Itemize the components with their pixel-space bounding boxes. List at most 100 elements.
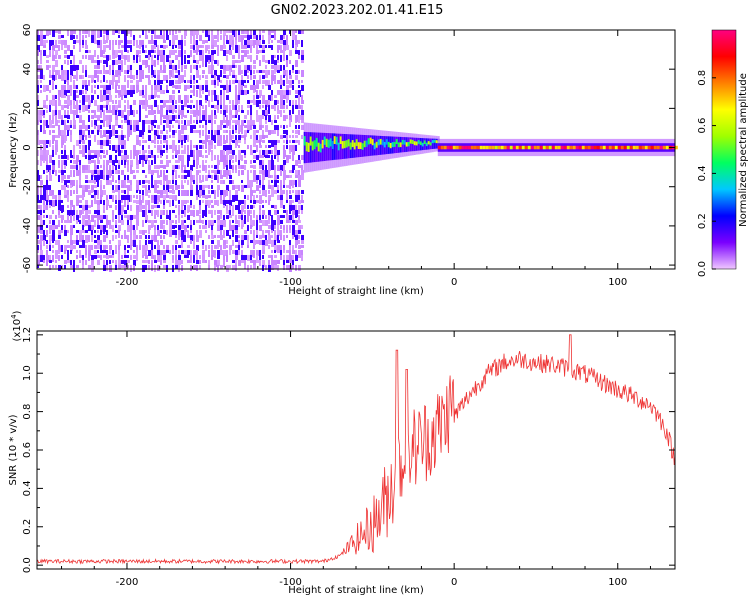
spectrogram-cell	[136, 210, 139, 217]
spectrogram-cell	[52, 135, 55, 141]
spectrogram-cell	[217, 60, 219, 66]
spectrogram-cell	[223, 125, 226, 128]
spectrogram-cell	[148, 165, 151, 172]
spectrogram-cell	[271, 175, 273, 178]
spectrogram-cell	[127, 80, 129, 87]
spectrogram-cell	[277, 45, 280, 50]
spectrogram-cell	[377, 135, 380, 155]
spectrogram-cell	[154, 195, 157, 201]
spectrogram-cell	[145, 155, 148, 161]
spectrogram-cell	[88, 140, 91, 146]
spectrogram-cell	[298, 90, 301, 97]
spectrogram-cell	[151, 265, 153, 271]
spectrogram-cell	[58, 245, 61, 252]
spectrogram-cell	[247, 245, 249, 248]
spectrogram-cell	[37, 120, 39, 125]
spectrogram-cell	[329, 138, 332, 147]
spectrogram-cell	[97, 235, 100, 240]
spectrogram-cell	[142, 70, 144, 77]
spectrogram-cell	[37, 185, 39, 190]
spectrogram-cell	[289, 240, 291, 246]
spectrogram-cell	[103, 155, 106, 158]
spectrogram-cell	[193, 50, 196, 53]
spectrogram-cell	[250, 55, 252, 62]
spectrogram-cell	[292, 70, 294, 73]
spectrogram-cell	[88, 245, 91, 252]
spectrogram-cell	[124, 150, 127, 157]
spectrogram-cell	[292, 225, 295, 230]
spectrogram-cell	[67, 155, 69, 160]
spectrogram-cell	[292, 105, 294, 111]
spectrogram-cell	[650, 145, 654, 150]
spectrogram-cell	[70, 220, 72, 223]
spectrogram-cell	[85, 155, 87, 159]
spectrogram-cell	[145, 255, 148, 259]
spectrogram-cell	[82, 35, 84, 41]
spectrogram-cell	[220, 100, 222, 105]
spectrogram-cell	[244, 50, 247, 57]
spectrogram-cell	[238, 100, 240, 104]
spectrogram-cell	[286, 190, 288, 195]
spectrogram-cell	[199, 265, 201, 269]
spectrogram-cell	[265, 45, 267, 48]
spectrogram-cell	[49, 240, 51, 246]
spectrogram-cell	[172, 30, 174, 37]
spectrogram-cell	[121, 120, 123, 123]
spectrogram-cell	[280, 255, 282, 260]
spectrogram-cell	[277, 110, 280, 114]
spectrogram-cell	[417, 137, 420, 151]
spectrogram-cell	[100, 40, 102, 47]
spectrogram-cell	[169, 230, 172, 237]
spectrogram-cell	[238, 170, 240, 176]
spectrogram-cell	[70, 120, 72, 126]
spectrogram-cell	[124, 95, 127, 98]
spectrogram-cell	[85, 245, 87, 251]
spectrogram-cell	[127, 255, 129, 258]
spectrogram-cell	[163, 115, 166, 119]
spectrogram-cell	[46, 245, 48, 249]
spectrogram-cell	[226, 105, 228, 112]
spectrogram-cell	[115, 200, 117, 204]
spectrogram-y-tick-label: 40	[22, 63, 33, 76]
spectrogram-cell	[97, 215, 100, 220]
spectrogram-cell	[106, 120, 109, 127]
spectrogram-cell	[232, 115, 235, 118]
spectrogram-cell	[205, 200, 208, 206]
spectrogram-cell	[64, 160, 67, 166]
spectrogram-cell	[226, 130, 228, 133]
spectrogram-cell	[593, 145, 597, 150]
spectrogram-cell	[133, 235, 136, 242]
spectrogram-cell	[184, 175, 187, 179]
spectrogram-cell	[130, 185, 132, 191]
spectrogram-cell	[37, 210, 40, 214]
spectrogram-cell	[121, 45, 124, 48]
spectrogram-cell	[232, 120, 235, 123]
spectrogram-cell	[175, 160, 178, 163]
spectrogram-cell	[139, 190, 141, 194]
spectrogram-cell	[283, 165, 285, 172]
spectrogram-cell	[214, 220, 216, 223]
spectrogram-cell	[238, 210, 241, 214]
spectrogram-cell	[70, 215, 72, 220]
spectrogram-cell	[211, 125, 213, 132]
spectrogram-cell	[52, 235, 55, 241]
spectrogram-cell	[205, 30, 208, 37]
spectrogram-cell	[202, 210, 205, 216]
spectrogram-cell	[109, 170, 112, 176]
spectrogram-cell	[199, 225, 201, 229]
spectrogram-cell	[232, 60, 235, 66]
spectrogram-cell	[82, 255, 84, 260]
spectrogram-cell	[157, 180, 160, 184]
spectrogram-cell	[214, 140, 216, 143]
spectrogram-cell	[58, 110, 61, 115]
spectrogram-cell	[52, 150, 54, 157]
spectrogram-cell	[151, 200, 154, 203]
spectrogram-cell	[238, 155, 241, 160]
spectrogram-cell	[476, 145, 480, 150]
spectrogram-cell	[229, 190, 231, 195]
spectrogram-cell	[265, 215, 267, 219]
spectrogram-cell	[109, 130, 112, 137]
spectrogram-cell	[295, 145, 297, 151]
spectrogram-cell	[196, 65, 198, 70]
spectrogram-cell	[220, 235, 223, 240]
